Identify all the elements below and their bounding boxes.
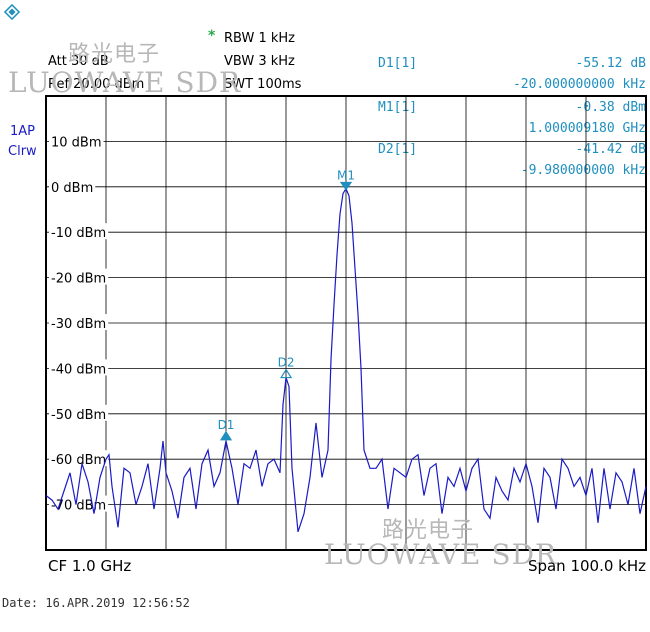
m1-label: M1[1] [378,100,418,115]
d1-value: -55.12 dB [575,56,646,71]
marker-layer: M1 D2 D1 [218,169,355,441]
d2-label: D2[1] [378,142,418,157]
date-label: Date: 16.APR.2019 12:56:52 [2,596,190,610]
marker-m1-symbol [339,181,353,191]
marker-d1-label: D1 [218,418,235,432]
y-tick-label-bg [49,404,109,421]
watermark-en-top: LUOWAVE SDR [8,66,242,99]
trace-layer [45,187,647,532]
d2-value: -41.42 dB [575,142,646,157]
rohde-schwarz-logo-icon [3,3,21,21]
y-tick-label: -20 dBm [51,272,106,287]
vbw-label: VBW 3 kHz [224,54,295,69]
y-tick-label-bg [49,314,109,330]
center-frequency-label: CF 1.0 GHz [48,557,132,575]
y-tick-label-bg [49,359,109,376]
m1-value: -0.38 dBm [575,100,646,115]
plot-frame [45,95,647,551]
y-tick-label-bg [49,223,109,240]
spectrum-trace [45,187,647,532]
y-tick-label-bg [49,268,109,285]
attenuation-label: Att 30 dB [48,54,109,69]
y-tick-label: -50 dBm [51,408,106,423]
y-tick-label-bg [49,177,96,194]
marker-d2-symbol [280,368,293,379]
rbw-label: RBW 1 kHz [224,31,296,46]
y-tick-label: 10 dBm [51,135,102,150]
watermark-en-bottom: LUOWAVE SDR [324,538,558,571]
y-tick-label: 0 dBm [51,181,93,196]
m1-freq: 1.000009180 GHz [528,121,646,136]
marker-d1-symbol [219,430,233,441]
y-tick-label: -30 dBm [51,317,106,332]
y-tick-label: -10 dBm [51,226,106,241]
watermark-cn-top: 路光电子 [68,42,161,67]
sweep-time-label: SWT 100ms [224,77,302,92]
marker-m1-label: M1 [337,169,355,183]
settings-star: * [208,28,216,44]
plot-grid [45,95,647,551]
watermark-cn-bottom: 路光电子 [382,518,475,543]
d2-offset: -9.980000000 kHz [520,163,646,178]
d1-label: D1[1] [378,56,418,71]
y-tick-label: -40 dBm [51,362,106,377]
y-axis-ticks: 10 dBm 0 dBm -10 dBm -20 dBm -30 dBm -40 dBm -… [49,132,109,514]
y-tick-label: -60 dBm [51,453,106,468]
d1-offset: -20.000000000 kHz [512,77,646,92]
reference-level-label: Ref 20.00 dBm [48,77,145,92]
y-tick-label-bg [49,450,109,467]
marker-d2-label: D2 [278,356,295,370]
trace-mode-clrw: Clrw [8,144,37,159]
span-label: Span 100.0 kHz [527,557,646,575]
trace-mode-1ap: 1AP [10,124,36,139]
y-tick-label-bg [49,132,104,149]
